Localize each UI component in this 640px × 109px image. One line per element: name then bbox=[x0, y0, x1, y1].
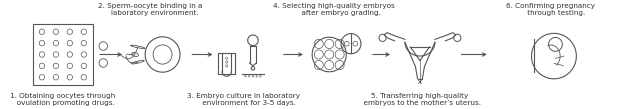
Bar bbox=[33, 24, 93, 85]
Text: 2. Sperm-oocyte binding in a
    laboratory environment.: 2. Sperm-oocyte binding in a laboratory … bbox=[98, 3, 202, 16]
Text: 4. Selecting high-quality embryos
      after embryo grading.: 4. Selecting high-quality embryos after … bbox=[273, 3, 395, 16]
Text: 5. Transferring high-quality
  embryos to the mother’s uterus.: 5. Transferring high-quality embryos to … bbox=[359, 93, 481, 106]
Text: 6. Confirming pregnancy
     through testing.: 6. Confirming pregnancy through testing. bbox=[506, 3, 595, 16]
Text: 1. Obtaining oocytes through
   ovulation promoting drugs.: 1. Obtaining oocytes through ovulation p… bbox=[10, 93, 115, 106]
Text: 3. Embryo culture in laboratory
     environment for 3-5 days.: 3. Embryo culture in laboratory environm… bbox=[187, 93, 300, 106]
